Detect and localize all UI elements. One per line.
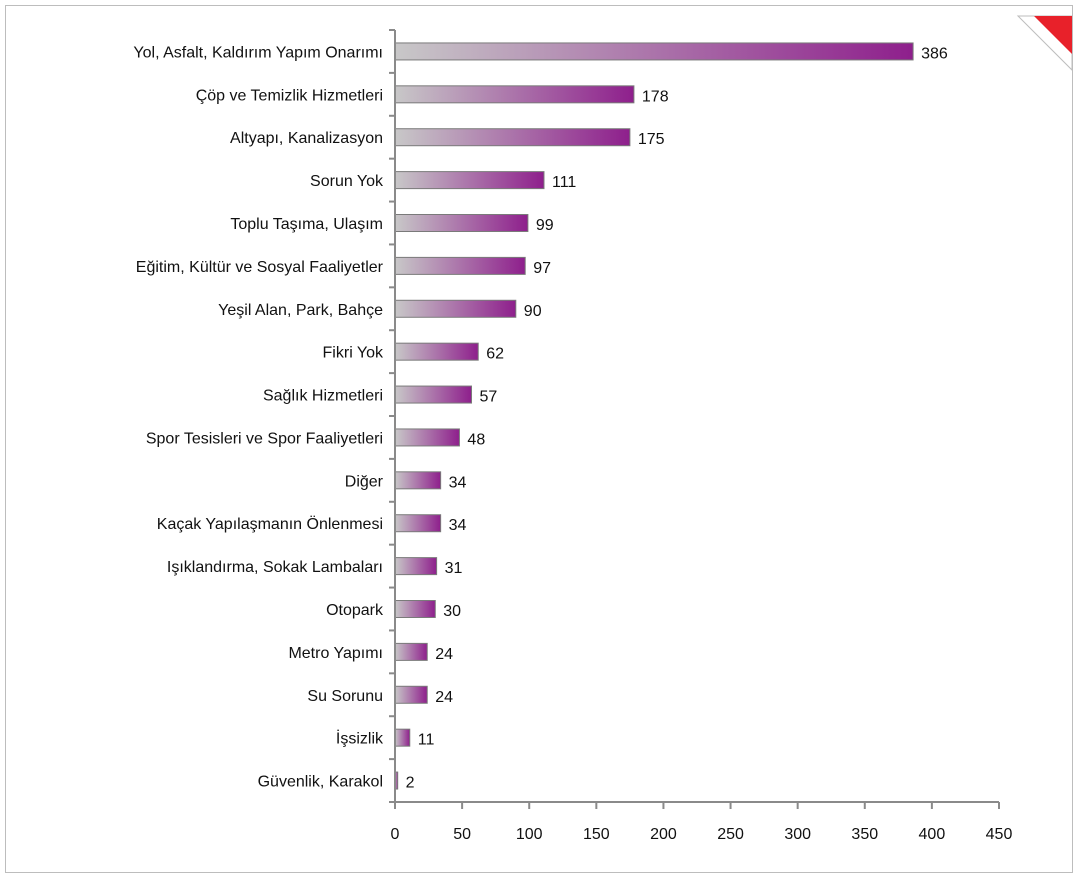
- data-label: 31: [445, 560, 463, 577]
- bar: [394, 557, 438, 576]
- data-label: 175: [638, 131, 665, 148]
- data-label: 48: [467, 431, 485, 448]
- data-label: 62: [486, 346, 504, 363]
- category-label: Işıklandırma, Sokak Lambaları: [167, 559, 383, 576]
- x-tick-label: 50: [453, 826, 471, 843]
- category-label: Fikri Yok: [323, 345, 384, 362]
- category-label: Kaçak Yapılaşmanın Önlenmesi: [157, 515, 383, 533]
- bar: [394, 42, 914, 61]
- data-label: 111: [552, 174, 576, 191]
- bar: [394, 514, 442, 533]
- bar: [394, 214, 529, 232]
- x-tick-label: 300: [784, 826, 811, 843]
- x-tick-label: 250: [717, 826, 744, 843]
- axes-layer: [389, 29, 1000, 809]
- category-label: Yol, Asfalt, Kaldırım Yapım Onarımı: [133, 44, 383, 61]
- x-tick-label: 100: [516, 826, 543, 843]
- corner-red-triangle: [1034, 16, 1072, 54]
- category-label: Toplu Taşıma, Ulaşım: [230, 216, 383, 233]
- x-tick-label: 450: [986, 826, 1013, 843]
- bar: [394, 728, 411, 747]
- bars-layer: [394, 42, 914, 790]
- data-label: 97: [533, 260, 551, 277]
- bar: [394, 428, 460, 447]
- category-label: Güvenlik, Karakol: [258, 774, 383, 791]
- category-label: İşsizlik: [336, 729, 384, 748]
- bar: [394, 128, 631, 147]
- category-label: Altyapı, Kanalizasyon: [230, 130, 383, 147]
- bar: [394, 471, 442, 490]
- corner-marker: [1016, 15, 1073, 72]
- bar: [394, 171, 545, 190]
- category-label: Eğitim, Kültür ve Sosyal Faaliyetler: [136, 259, 384, 276]
- bar: [394, 600, 436, 618]
- data-label: 11: [418, 732, 435, 749]
- data-label: 30: [443, 603, 461, 620]
- bar: [394, 385, 473, 404]
- category-label: Spor Tesisleri ve Spor Faaliyetleri: [146, 430, 383, 447]
- x-tick-label: 0: [391, 826, 400, 843]
- category-label: Sorun Yok: [310, 173, 384, 190]
- bar: [394, 256, 526, 275]
- data-label: 386: [921, 45, 948, 62]
- data-label: 99: [536, 217, 554, 234]
- bar: [394, 642, 428, 661]
- bar: [394, 342, 479, 361]
- x-tick-label: 350: [851, 826, 878, 843]
- labels-layer: Yol, Asfalt, Kaldırım Yapım Onarımı 386 Çö…: [133, 44, 1012, 843]
- data-label: 178: [642, 88, 669, 105]
- category-label: Sağlık Hizmetleri: [263, 388, 383, 405]
- x-tick-label: 200: [650, 826, 677, 843]
- category-label: Otopark: [326, 602, 384, 619]
- category-label: Su Sorunu: [307, 688, 383, 705]
- category-label: Çöp ve Temizlik Hizmetleri: [196, 87, 383, 104]
- data-label: 57: [480, 389, 498, 406]
- data-label: 90: [524, 303, 542, 320]
- data-label: 24: [435, 646, 453, 663]
- category-label: Yeşil Alan, Park, Bahçe: [218, 302, 383, 319]
- x-tick-label: 400: [919, 826, 946, 843]
- bar: [394, 685, 428, 704]
- data-label: 24: [435, 689, 453, 706]
- chart-frame: [5, 5, 1073, 873]
- data-label: 34: [449, 474, 467, 491]
- data-label: 34: [449, 517, 467, 534]
- bar: [394, 299, 517, 318]
- data-label: 2: [406, 775, 415, 792]
- category-label: Diğer: [345, 473, 384, 490]
- bar: [394, 85, 635, 104]
- category-label: Metro Yapımı: [288, 645, 383, 662]
- x-tick-label: 150: [583, 826, 610, 843]
